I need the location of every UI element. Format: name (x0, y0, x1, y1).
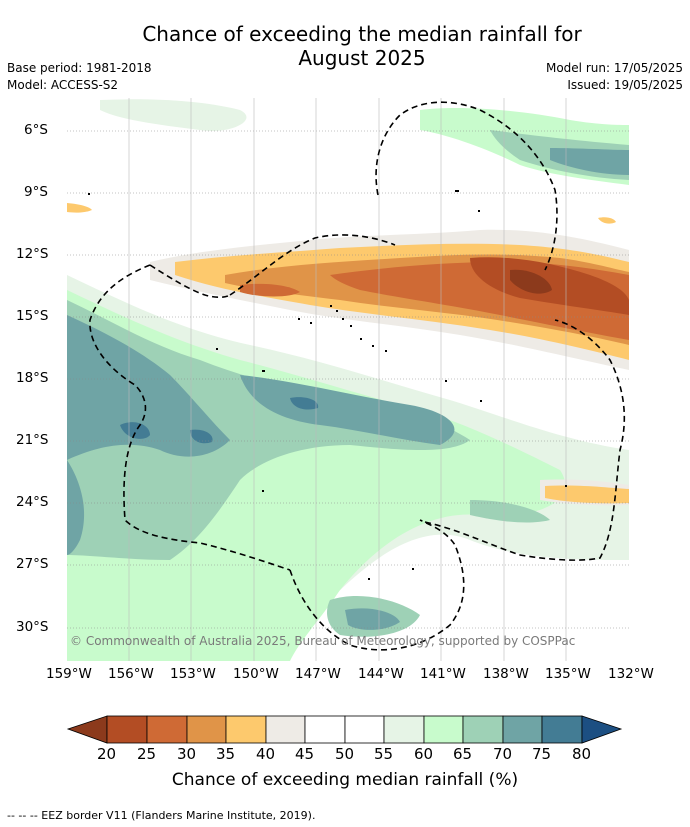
islands (88, 190, 567, 580)
colorbar-label-50: 50 (335, 745, 355, 763)
colorbar-bin-50-55 (344, 715, 385, 744)
eez-border-west (89, 264, 291, 571)
region-80-plus-patch-c (290, 397, 319, 410)
colorbar-bin-60-65 (423, 715, 464, 744)
region-80-plus-patch-a (120, 422, 150, 439)
colorbar-bin-20-25 (106, 715, 148, 744)
region-70-75-band (67, 300, 470, 560)
region-ne-teal (550, 148, 629, 175)
region-south-teal (345, 608, 400, 630)
eez-border-north (375, 101, 558, 271)
colorbar-bin-30-35 (186, 715, 227, 744)
colorbar-label-55: 55 (374, 745, 394, 763)
colorbar-bin-40-45 (265, 715, 306, 744)
lat-label-12s: 12°S (16, 246, 49, 262)
lat-label-6s: 6°S (24, 122, 48, 138)
lat-label-18s: 18°S (16, 370, 49, 386)
model-name: Model: ACCESS-S2 (7, 78, 119, 92)
lon-label-147w: 147°W (295, 666, 341, 682)
colorbar-label-25: 25 (137, 745, 157, 763)
eez-border-south (289, 519, 465, 651)
lon-label-144w: 144°W (358, 666, 404, 682)
region-75-80-patch-b (67, 460, 85, 555)
base-period: Base period: 1981-2018 (7, 61, 152, 75)
meta-right: Model run: 17/05/2025 Issued: 19/05/2025 (546, 60, 683, 94)
eez-border-central (229, 234, 396, 296)
colorbar-high-arrow (581, 715, 623, 744)
lat-label-27s: 27°S (16, 556, 49, 572)
colorbar-label-60: 60 (414, 745, 434, 763)
title-line-2: August 2025 (298, 46, 426, 70)
region-25-30-west (240, 283, 300, 297)
lon-label-132w: 132°W (608, 666, 654, 682)
colorbar-bin-45-50 (304, 715, 346, 744)
colorbar-bin-75-80 (541, 715, 583, 744)
colorbar-title: Chance of exceeding median rainfall (%) (171, 770, 519, 790)
lon-label-153w: 153°W (170, 666, 216, 682)
copyright-notice: © Commonwealth of Australia 2025, Bureau… (70, 634, 576, 648)
lon-label-156w: 156°W (108, 666, 154, 682)
region-75-80-band (67, 315, 230, 460)
lon-label-135w: 135°W (545, 666, 591, 682)
region-75-80-patch-a (240, 375, 455, 445)
colorbar-bin-70-75 (502, 715, 543, 744)
meta-left: Base period: 1981-2018 Model: ACCESS-S2 (7, 60, 152, 94)
colorbar-bin-65-70 (462, 715, 504, 744)
lat-label-30s: 30°S (16, 619, 49, 635)
region-below-20-core (510, 269, 552, 294)
colorbar-bin-55-60 (383, 715, 425, 744)
region-nw-green (100, 99, 247, 131)
lon-label-159w: 159°W (46, 666, 92, 682)
lat-label-15s: 15°S (16, 308, 49, 324)
colorbar-bin-25-30 (146, 715, 188, 744)
lat-label-21s: 21°S (16, 432, 49, 448)
eez-border-east (424, 319, 626, 561)
colorbar-label-80: 80 (572, 745, 592, 763)
lat-label-9s: 9°S (24, 184, 48, 200)
map-area (67, 98, 629, 661)
eez-borders (89, 101, 626, 651)
eez-border-west-link (149, 264, 231, 299)
model-run: Model run: 17/05/2025 (545, 61, 683, 75)
lat-label-24s: 24°S (16, 494, 49, 510)
colorbar-label-30: 30 (177, 745, 197, 763)
lon-label-141w: 141°W (420, 666, 466, 682)
colorbar-label-35: 35 (216, 745, 236, 763)
region-west-yellow (67, 203, 92, 213)
colorbar (66, 715, 623, 744)
eez-legend-note: -- -- -- EEZ border V11 (Flanders Marine… (7, 809, 316, 822)
colorbar-label-65: 65 (453, 745, 473, 763)
colorbar-label-45: 45 (295, 745, 315, 763)
meridians (128, 98, 567, 661)
region-east-yellow-small (598, 217, 616, 224)
issued-date: Issued: 19/05/2025 (567, 78, 683, 92)
region-80-plus-patch-b (190, 429, 213, 444)
lon-label-138w: 138°W (483, 666, 529, 682)
graticule (67, 130, 629, 629)
map-title: Chance of exceeding the median rainfall … (0, 22, 690, 70)
colorbar-low-arrow (66, 715, 108, 744)
region-east-mint (470, 500, 550, 523)
colorbar-label-20: 20 (97, 745, 117, 763)
colorbar-label-40: 40 (256, 745, 276, 763)
lon-label-150w: 150°W (233, 666, 279, 682)
title-line-1: Chance of exceeding the median rainfall … (142, 22, 582, 46)
colorbar-label-70: 70 (493, 745, 513, 763)
colorbar-label-75: 75 (532, 745, 552, 763)
colorbar-bin-35-40 (225, 715, 267, 744)
